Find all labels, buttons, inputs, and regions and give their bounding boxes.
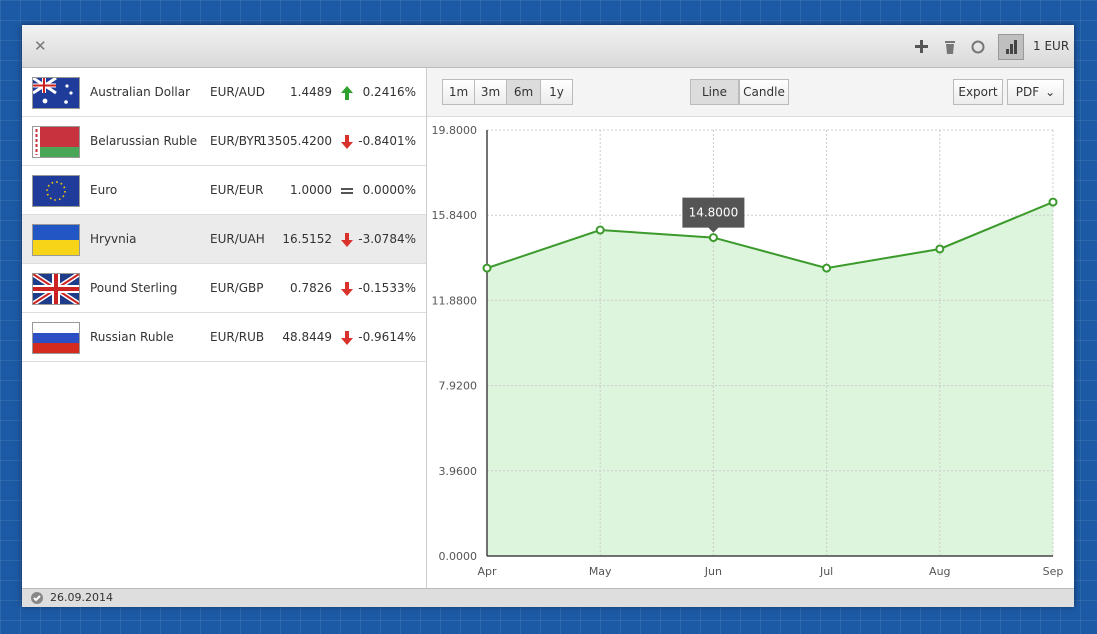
y-tick-label: 19.8000 bbox=[432, 124, 478, 137]
export-button[interactable]: Export bbox=[953, 79, 1003, 105]
mode-button[interactable]: Candle bbox=[739, 79, 789, 105]
currency-rate: 1.0000 bbox=[290, 183, 332, 197]
currency-row[interactable]: Russian Ruble EUR/RUB 48.8449 -0.9614% bbox=[22, 313, 426, 362]
currency-name: Euro bbox=[90, 183, 118, 197]
status-bar: 26.09.2014 bbox=[22, 588, 1074, 607]
currency-pair: EUR/AUD bbox=[210, 85, 265, 99]
chart-toggle[interactable] bbox=[998, 34, 1024, 60]
currency-list: Australian Dollar EUR/AUD 1.4489 0.2416% Bel… bbox=[22, 68, 427, 588]
currency-pair: EUR/BYR bbox=[210, 134, 262, 148]
flag bbox=[32, 322, 80, 354]
chart-toolbar: 1m 3m 6m 1y Line Candle Export PDF ⌄ bbox=[427, 68, 1074, 117]
currency-row[interactable]: Australian Dollar EUR/AUD 1.4489 0.2416% bbox=[22, 68, 426, 117]
period-button[interactable]: 3m bbox=[474, 79, 507, 105]
currency-change: 0.2416% bbox=[362, 85, 416, 99]
trend-icon bbox=[341, 282, 353, 296]
chart-icon bbox=[1006, 40, 1017, 54]
currency-row[interactable]: Euro EUR/EUR 1.0000 0.0000% bbox=[22, 166, 426, 215]
point bbox=[482, 263, 492, 273]
x-tick-label: Apr bbox=[477, 565, 497, 578]
currency-change: 0.0000% bbox=[362, 183, 416, 197]
currency-rate: 16.5152 bbox=[282, 232, 332, 246]
tooltip-box bbox=[682, 197, 745, 233]
currency-rate: 1.4489 bbox=[290, 85, 332, 99]
currency-name: Russian Ruble bbox=[90, 330, 174, 344]
format-dropdown[interactable]: PDF ⌄ bbox=[1007, 79, 1064, 105]
currency-change: -3.0784% bbox=[358, 232, 416, 246]
currency-name: Belarussian Ruble bbox=[90, 134, 198, 148]
base-currency: 1 EUR bbox=[1033, 39, 1070, 53]
tooltip-text: 14.8000 bbox=[689, 206, 739, 220]
currency-row[interactable]: Hryvnia EUR/UAH 16.5152 -3.0784% bbox=[22, 215, 426, 264]
area bbox=[487, 202, 1053, 557]
mode-button[interactable]: Line bbox=[690, 79, 739, 105]
trend-icon bbox=[341, 135, 353, 149]
currency-row[interactable]: Pound Sterling EUR/GBP 0.7826 -0.1533% bbox=[22, 264, 426, 313]
title-bar: ✕ 1 EUR bbox=[22, 25, 1074, 68]
flag bbox=[32, 77, 80, 109]
point bbox=[595, 225, 605, 235]
chart: 0.0000 3.9600 7.9200 11.8800 15.8400 19.8000 A… bbox=[432, 124, 1064, 578]
y-tick-label: 15.8400 bbox=[432, 209, 478, 222]
point bbox=[1048, 197, 1058, 207]
period-button[interactable]: 1m bbox=[442, 79, 475, 105]
currency-change: -0.9614% bbox=[358, 330, 416, 344]
currency-name: Pound Sterling bbox=[90, 281, 178, 295]
refresh-icon[interactable] bbox=[971, 40, 985, 54]
flag bbox=[32, 224, 80, 256]
currency-rate: 13505.4200 bbox=[259, 134, 332, 148]
point bbox=[708, 233, 718, 243]
flag bbox=[32, 126, 80, 158]
currency-change: -0.8401% bbox=[358, 134, 416, 148]
trend-icon bbox=[341, 331, 353, 345]
trend-icon bbox=[341, 188, 353, 194]
add-icon[interactable] bbox=[915, 40, 928, 53]
currency-pair: EUR/EUR bbox=[210, 183, 264, 197]
format-label: PDF bbox=[1015, 85, 1040, 99]
currency-rate: 0.7826 bbox=[290, 281, 332, 295]
flag bbox=[32, 273, 80, 305]
ok-icon bbox=[31, 592, 43, 604]
currency-change: -0.1533% bbox=[358, 281, 416, 295]
window: ✕ 1 EUR Australian Dollar EUR/AUD 1.4489 0.… bbox=[22, 25, 1074, 607]
currency-pair: EUR/UAH bbox=[210, 232, 265, 246]
y-tick-label: 7.9200 bbox=[439, 380, 478, 393]
header-icons bbox=[915, 40, 985, 54]
x-tick-label: Jul bbox=[819, 565, 833, 578]
y-tick-label: 11.8800 bbox=[432, 294, 478, 307]
currency-name: Hryvnia bbox=[90, 232, 137, 246]
y-tick-label: 0.0000 bbox=[439, 550, 478, 563]
close-button[interactable]: ✕ bbox=[34, 37, 47, 55]
trend-icon bbox=[341, 86, 353, 100]
point bbox=[935, 244, 945, 254]
delete-icon[interactable] bbox=[945, 41, 955, 54]
period-button[interactable]: 6m bbox=[506, 79, 541, 105]
trend-icon bbox=[341, 233, 353, 247]
currency-pair: EUR/RUB bbox=[210, 330, 265, 344]
x-tick-label: Aug bbox=[929, 565, 950, 578]
currency-rate: 48.8449 bbox=[282, 330, 332, 344]
flag bbox=[32, 175, 80, 207]
status-date: 26.09.2014 bbox=[50, 591, 113, 604]
x-tick-label: Sep bbox=[1043, 565, 1064, 578]
y-tick-label: 3.9600 bbox=[439, 465, 478, 478]
period-button[interactable]: 1y bbox=[540, 79, 573, 105]
currency-row[interactable]: Belarussian Ruble EUR/BYR 13505.4200 -0.840… bbox=[22, 117, 426, 166]
x-tick-label: Jun bbox=[704, 565, 722, 578]
currency-name: Australian Dollar bbox=[90, 85, 191, 99]
currency-pair: EUR/GBP bbox=[210, 281, 264, 295]
line bbox=[486, 201, 1054, 270]
point bbox=[822, 263, 832, 273]
x-tick-label: May bbox=[589, 565, 612, 578]
dropdown-arrow: ⌄ bbox=[1045, 85, 1056, 99]
